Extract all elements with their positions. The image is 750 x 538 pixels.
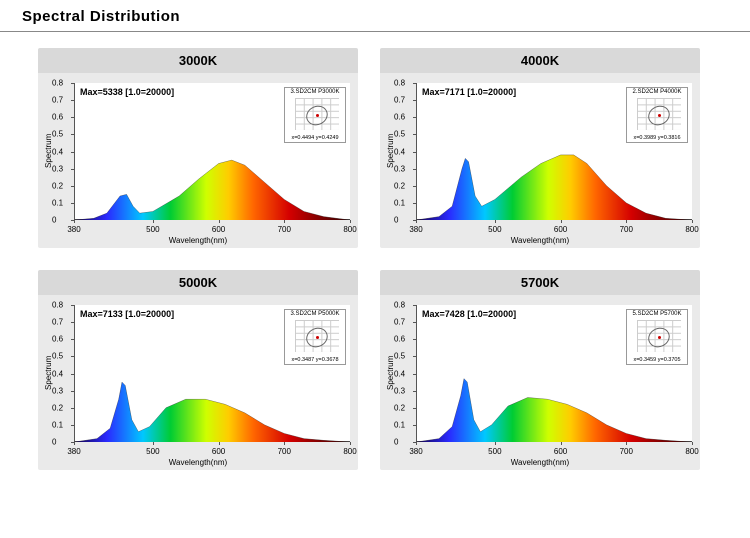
y-tick-label: 0.5 bbox=[394, 352, 405, 361]
y-tick-label: 0.1 bbox=[52, 198, 63, 207]
x-tick-label: 700 bbox=[620, 447, 633, 456]
y-tick-label: 0.4 bbox=[52, 147, 63, 156]
chart-area: Max=5338 [1.0=20000]00.10.20.30.40.50.60… bbox=[74, 83, 350, 220]
x-tick-label: 380 bbox=[67, 225, 80, 234]
x-tick-label: 800 bbox=[343, 225, 356, 234]
y-tick-label: 0.8 bbox=[52, 79, 63, 88]
y-tick-label: 0.3 bbox=[52, 164, 63, 173]
chromaticity-inset: 5.SD2CM P5700K x=0.3459 y=0.3705 bbox=[626, 309, 688, 365]
y-tick-label: 0.7 bbox=[394, 96, 405, 105]
y-tick-label: 0.6 bbox=[394, 113, 405, 122]
x-tick-label: 380 bbox=[409, 225, 422, 234]
y-tick-label: 0.4 bbox=[394, 369, 405, 378]
panel-title: 5700K bbox=[380, 270, 700, 295]
y-tick-label: 0.6 bbox=[52, 113, 63, 122]
y-tick-label: 0.5 bbox=[52, 352, 63, 361]
y-tick-label: 0 bbox=[52, 438, 56, 447]
y-tick-label: 0.8 bbox=[394, 301, 405, 310]
inset-xy: x=0.3487 y=0.3678 bbox=[285, 357, 345, 363]
y-tick-label: 0.2 bbox=[394, 181, 405, 190]
inset-xy: x=0.4494 y=0.4249 bbox=[285, 135, 345, 141]
x-axis-label: Wavelength(nm) bbox=[169, 458, 227, 467]
inset-xy: x=0.3989 y=0.3816 bbox=[627, 135, 687, 141]
panel-title: 4000K bbox=[380, 48, 700, 73]
y-tick-label: 0.7 bbox=[52, 318, 63, 327]
x-tick-label: 380 bbox=[67, 447, 80, 456]
y-tick-label: 0 bbox=[52, 216, 56, 225]
y-tick-label: 0.3 bbox=[394, 164, 405, 173]
y-tick-label: 0.8 bbox=[394, 79, 405, 88]
x-tick-label: 700 bbox=[620, 225, 633, 234]
x-tick-label: 500 bbox=[488, 225, 501, 234]
y-tick-label: 0.4 bbox=[52, 369, 63, 378]
x-tick-label: 500 bbox=[488, 447, 501, 456]
y-tick-label: 0.1 bbox=[52, 420, 63, 429]
spectral-panel: 3000KSpectrumWavelength(nm)Max=5338 [1.0… bbox=[38, 48, 358, 248]
chart-area: Max=7171 [1.0=20000]00.10.20.30.40.50.60… bbox=[416, 83, 692, 220]
chart-area: Max=7133 [1.0=20000]00.10.20.30.40.50.60… bbox=[74, 305, 350, 442]
x-tick-label: 500 bbox=[146, 225, 159, 234]
y-tick-label: 0.7 bbox=[394, 318, 405, 327]
y-tick-label: 0.6 bbox=[394, 335, 405, 344]
panel-title: 3000K bbox=[38, 48, 358, 73]
page-title: Spectral Distribution bbox=[0, 0, 750, 32]
y-tick-label: 0 bbox=[394, 438, 398, 447]
panel-body: SpectrumWavelength(nm)Max=7428 [1.0=2000… bbox=[380, 295, 700, 470]
x-axis-label: Wavelength(nm) bbox=[511, 458, 569, 467]
inset-title: 3.SD2CM P3000K bbox=[285, 88, 345, 95]
spectral-panel: 5000KSpectrumWavelength(nm)Max=7133 [1.0… bbox=[38, 270, 358, 470]
spectral-panel: 5700KSpectrumWavelength(nm)Max=7428 [1.0… bbox=[380, 270, 700, 470]
y-tick-label: 0.2 bbox=[52, 403, 63, 412]
inset-title: 3.SD2CM P5000K bbox=[285, 310, 345, 317]
y-tick-label: 0.1 bbox=[394, 420, 405, 429]
panel-body: SpectrumWavelength(nm)Max=7133 [1.0=2000… bbox=[38, 295, 358, 470]
y-tick-label: 0 bbox=[394, 216, 398, 225]
y-tick-label: 0.3 bbox=[52, 386, 63, 395]
x-tick-label: 380 bbox=[409, 447, 422, 456]
y-tick-label: 0.2 bbox=[52, 181, 63, 190]
inset-xy: x=0.3459 y=0.3705 bbox=[627, 357, 687, 363]
panel-body: SpectrumWavelength(nm)Max=7171 [1.0=2000… bbox=[380, 73, 700, 248]
x-tick-label: 800 bbox=[685, 447, 698, 456]
x-axis-label: Wavelength(nm) bbox=[511, 236, 569, 245]
x-tick-label: 700 bbox=[278, 447, 291, 456]
x-tick-label: 600 bbox=[554, 225, 567, 234]
chart-area: Max=7428 [1.0=20000]00.10.20.30.40.50.60… bbox=[416, 305, 692, 442]
x-tick-label: 800 bbox=[343, 447, 356, 456]
chromaticity-inset: 3.SD2CM P3000K x=0.4494 y=0.4249 bbox=[284, 87, 346, 143]
inset-title: 5.SD2CM P5700K bbox=[627, 310, 687, 317]
x-tick-label: 600 bbox=[554, 447, 567, 456]
x-tick-label: 600 bbox=[212, 447, 225, 456]
y-tick-label: 0.6 bbox=[52, 335, 63, 344]
inset-title: 2.SD2CM P4000K bbox=[627, 88, 687, 95]
x-axis-label: Wavelength(nm) bbox=[169, 236, 227, 245]
y-tick-label: 0.8 bbox=[52, 301, 63, 310]
chromaticity-inset: 3.SD2CM P5000K x=0.3487 y=0.3678 bbox=[284, 309, 346, 365]
y-tick-label: 0.5 bbox=[52, 130, 63, 139]
x-tick-label: 700 bbox=[278, 225, 291, 234]
x-tick-label: 500 bbox=[146, 447, 159, 456]
panel-body: SpectrumWavelength(nm)Max=5338 [1.0=2000… bbox=[38, 73, 358, 248]
y-tick-label: 0.4 bbox=[394, 147, 405, 156]
y-tick-label: 0.7 bbox=[52, 96, 63, 105]
chart-grid: 3000KSpectrumWavelength(nm)Max=5338 [1.0… bbox=[0, 32, 750, 486]
y-tick-label: 0.1 bbox=[394, 198, 405, 207]
x-tick-label: 600 bbox=[212, 225, 225, 234]
y-tick-label: 0.3 bbox=[394, 386, 405, 395]
chromaticity-inset: 2.SD2CM P4000K x=0.3989 y=0.3816 bbox=[626, 87, 688, 143]
y-tick-label: 0.5 bbox=[394, 130, 405, 139]
spectral-panel: 4000KSpectrumWavelength(nm)Max=7171 [1.0… bbox=[380, 48, 700, 248]
panel-title: 5000K bbox=[38, 270, 358, 295]
x-tick-label: 800 bbox=[685, 225, 698, 234]
y-tick-label: 0.2 bbox=[394, 403, 405, 412]
